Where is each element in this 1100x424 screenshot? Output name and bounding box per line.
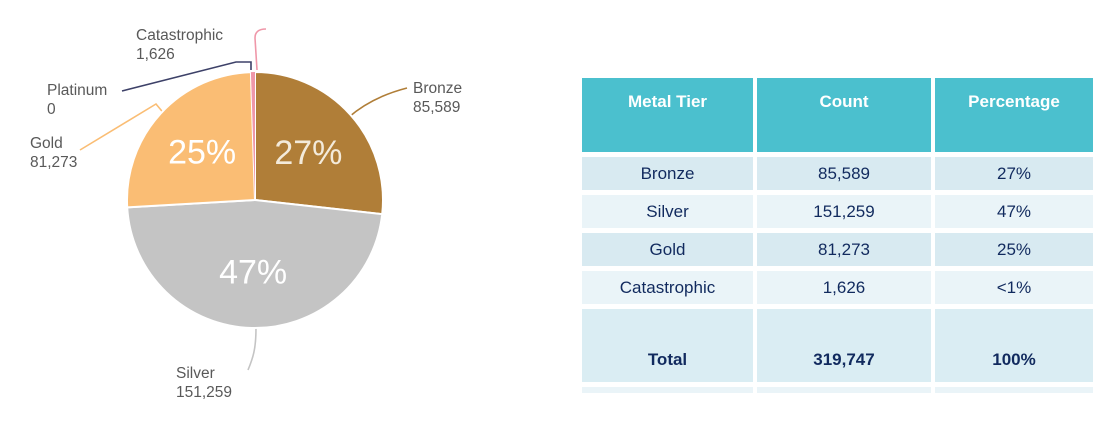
metal-tier-table: Metal Tier Count Percentage Bronze 85,58… [582,78,1093,393]
pie-label-silver-name: Silver [176,365,215,382]
leader-line-platinum [121,61,252,92]
table-cell-catastrophic-percentage: <1% [935,271,1093,304]
table-cell-bronze-count: 85,589 [757,157,931,190]
table-cell-gold-percentage: 25% [935,233,1093,266]
pie-label-gold-value: 81,273 [30,154,78,171]
pie-label-silver: Silver 151,259 [176,364,232,402]
pie-label-gold: Gold 81,273 [30,134,77,172]
pie-label-bronze-value: 85,589 [413,99,461,116]
column-header-percentage: Percentage [935,78,1093,152]
pie-slice-catastrophic[interactable] [250,72,255,200]
pie-label-catastrophic-value: 1,626 [136,46,175,63]
pie-slice-silver[interactable] [126,199,384,330]
pie-chart-svg: 27% 47% 25% [79,28,408,371]
leader-line-catastrophic [254,28,267,71]
table-cell-bronze-tier: Bronze [582,157,753,190]
pie-label-bronze-name: Bronze [413,80,463,97]
table-cell-total-label: Total [582,309,753,382]
table-footer-strip [935,387,1093,393]
table-cell-silver-percentage: 47% [935,195,1093,228]
pie-label-gold-name: Gold [30,135,63,152]
table-cell-total-count: 319,747 [757,309,931,382]
pie-slice-gold[interactable] [126,71,256,209]
leader-line-silver [247,327,257,371]
table-cell-catastrophic-tier: Catastrophic [582,271,753,304]
pie-pct-label-bronze: 27% [274,134,342,172]
pie-chart-panel: 27% 47% 25% Catastrophic 1,626 Platinum 0 … [30,26,462,402]
pie-label-catastrophic: Catastrophic 1,626 [136,26,223,64]
table-cell-gold-count: 81,273 [757,233,931,266]
pie-label-platinum: Platinum 0 [47,81,107,119]
pie-label-silver-value: 151,259 [176,384,233,401]
table-cell-catastrophic-count: 1,626 [757,271,931,304]
pie-label-catastrophic-name: Catastrophic [136,27,224,44]
table-cell-total-percentage: 100% [935,309,1093,382]
table-cell-silver-tier: Silver [582,195,753,228]
pie-label-platinum-value: 0 [47,101,56,118]
pie-pct-label-silver: 47% [219,254,287,292]
pie-label-platinum-name: Platinum [47,82,108,99]
table-footer-strip [757,387,931,393]
pie-slice-bronze[interactable] [254,71,384,216]
leader-line-bronze [348,87,408,118]
column-header-count: Count [757,78,931,152]
table-cell-silver-count: 151,259 [757,195,931,228]
table-footer-strip [582,387,753,393]
pie-pct-label-gold: 25% [168,134,236,172]
table-cell-bronze-percentage: 27% [935,157,1093,190]
column-header-metal-tier: Metal Tier [582,78,753,152]
table-cell-gold-tier: Gold [582,233,753,266]
pie-label-bronze: Bronze 85,589 [413,79,462,117]
